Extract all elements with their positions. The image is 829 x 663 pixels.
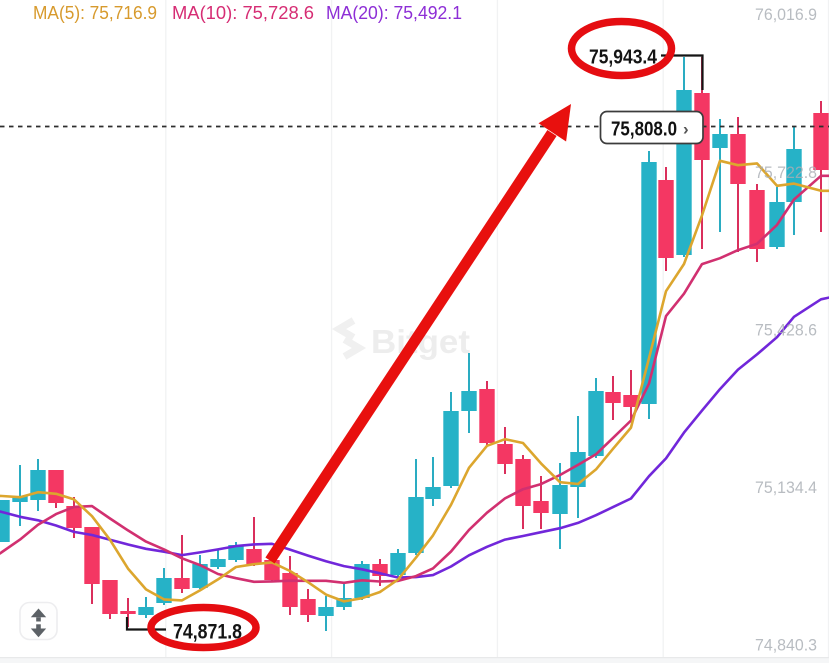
svg-text:75,943.4: 75,943.4 — [589, 46, 657, 69]
svg-text:›: › — [683, 120, 689, 139]
svg-text:MA(5): 75,716.9: MA(5): 75,716.9 — [33, 2, 157, 23]
svg-text:74,871.8: 74,871.8 — [173, 621, 242, 644]
svg-text:75,808.0: 75,808.0 — [611, 119, 677, 141]
svg-text:76,016.9: 76,016.9 — [755, 5, 817, 24]
svg-text:MA(10): 75,728.6: MA(10): 75,728.6 — [172, 2, 314, 23]
svg-text:75,722.8: 75,722.8 — [755, 163, 817, 182]
svg-text:MA(20): 75,492.1: MA(20): 75,492.1 — [326, 2, 462, 23]
svg-text:75,428.6: 75,428.6 — [755, 321, 817, 340]
svg-text:74,840.3: 74,840.3 — [755, 636, 817, 655]
svg-text:75,134.4: 75,134.4 — [755, 478, 817, 497]
